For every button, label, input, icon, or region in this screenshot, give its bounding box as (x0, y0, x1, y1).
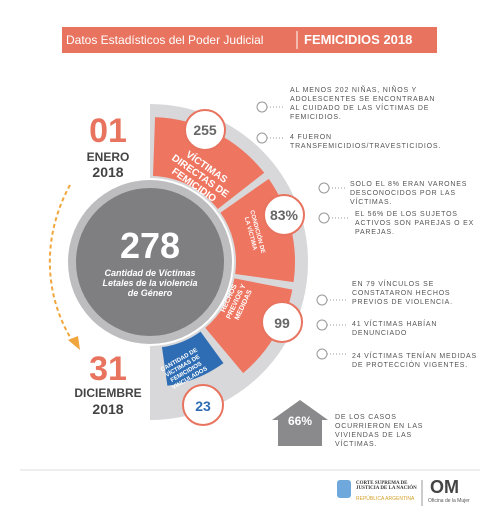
note: 4 FUERON TRANSFEMICIDIOS/TRAVESTICIDIOS. (290, 134, 442, 150)
note: SOLO EL 8% ERAN VARONES DESCONOCIDOS POR… (350, 181, 468, 206)
value-badge (182, 384, 224, 426)
om-office: Oficina de la Mujer (428, 498, 470, 504)
note: EL 56% DE LOS SUJETOS ACTIVOS SON PAREJA… (355, 211, 475, 236)
om-logo: OM (430, 477, 459, 497)
center-label: Cantidad de Víctimas Letales de la viole… (102, 268, 198, 298)
court-logo (337, 480, 351, 498)
home-label: DE LOS CASOS OCURRIERON EN LAS VIVIENDAS… (335, 414, 424, 448)
note-dot (256, 101, 268, 113)
note-dot (316, 294, 328, 306)
header-title: Datos Estadísticos del Poder Judicial (66, 33, 264, 47)
end-month: DICIEMBRE (74, 386, 142, 400)
arrow-head (68, 336, 80, 350)
center-value: 278 (119, 225, 181, 266)
home-value: 66% (287, 414, 313, 428)
court-name: CORTE SUPREMA DE JUSTICIA DE LA NACIÓN (356, 481, 417, 491)
segment (153, 117, 265, 210)
note-dot (318, 182, 330, 194)
note-dot (318, 212, 330, 224)
segment-value: 99 (274, 315, 290, 331)
note: AL MENOS 202 NIÑAS, NIÑOS Y ADOLESCENTES… (290, 87, 436, 121)
court-country: REPÚBLICA ARGENTINA (356, 496, 415, 502)
note-dot (256, 132, 268, 144)
timeline-arrow (48, 184, 76, 346)
start-month: ENERO (86, 150, 130, 164)
house-icon (272, 400, 328, 446)
header-bar (62, 27, 437, 53)
value-badge (261, 301, 303, 343)
segment (161, 331, 224, 386)
value-badge (184, 109, 226, 151)
end-year: 2018 (92, 401, 124, 417)
header-subtitle: FEMICIDIOS 2018 (304, 32, 413, 47)
end-day: 31 (89, 350, 127, 388)
value-badge (263, 194, 305, 236)
center-disc (76, 188, 224, 336)
segment (205, 278, 293, 374)
segment-value: 255 (193, 122, 217, 138)
note: EN 79 VÍNCULOS SE CONSTATARON HECHOS PRE… (352, 281, 453, 306)
segment-value: 23 (195, 398, 211, 414)
note: 41 VÍCTIMAS HABÍAN DENUNCIADO (352, 321, 438, 337)
start-year: 2018 (92, 164, 124, 180)
start-day: 01 (89, 112, 127, 150)
note: 24 VÍCTIMAS TENÍAN MEDIDAS DE PROTECCIÓN… (352, 353, 477, 369)
note-dot (316, 319, 328, 331)
note-dot (316, 348, 328, 360)
segment-value: 83% (269, 207, 299, 223)
